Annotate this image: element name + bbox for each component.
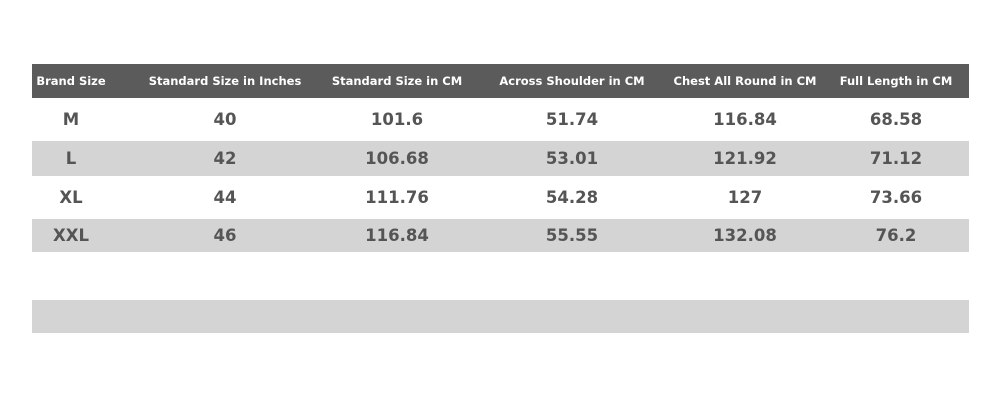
table-cell: 121.92 [713, 149, 777, 168]
table-cell: L [65, 149, 77, 168]
table-cell: 71.12 [869, 149, 923, 168]
table-cell: 44 [213, 188, 237, 207]
table-cell: 116.84 [713, 110, 777, 129]
table-cell: 73.66 [869, 188, 923, 207]
table-cell: 76.2 [875, 226, 917, 245]
table-cell: 116.84 [365, 226, 429, 245]
header-cell: Brand Size [36, 74, 106, 88]
header-cell: Standard Size in CM [331, 74, 463, 88]
table-cell: 127 [727, 188, 763, 207]
table-cell: M [62, 110, 80, 129]
header-row: Brand Size Standard Size in Inches Standar… [32, 64, 969, 98]
table-cell: 51.74 [545, 110, 599, 129]
header-cell: Standard Size in Inches [148, 74, 302, 88]
header-cell: Full Length in CM [839, 74, 953, 88]
empty-bar [32, 300, 969, 333]
table-cell: 40 [213, 110, 237, 129]
table-cell: 55.55 [545, 226, 599, 245]
table-cell: 54.28 [545, 188, 599, 207]
table-cell: 68.58 [869, 110, 923, 129]
table-cell: 42 [213, 149, 237, 168]
table-row: XXL 46 116.84 55.55 132.08 76.2 [32, 219, 969, 252]
table-cell: 132.08 [713, 226, 777, 245]
header-cell: Across Shoulder in CM [499, 74, 645, 88]
table-cell: XXL [53, 226, 89, 245]
table-row: XL 44 111.76 54.28 127 73.66 [32, 176, 969, 219]
header-cell: Chest All Round in CM [673, 74, 817, 88]
table-cell: 101.6 [370, 110, 424, 129]
table-cell: 111.76 [365, 188, 429, 207]
table-cell: XL [59, 188, 83, 207]
table-cell: 106.68 [365, 149, 429, 168]
table-cell: 53.01 [545, 149, 599, 168]
table-row: M 40 101.6 51.74 116.84 68.58 [32, 98, 969, 141]
table-cell: 46 [213, 226, 237, 245]
table-row: L 42 106.68 53.01 121.92 71.12 [32, 141, 969, 176]
